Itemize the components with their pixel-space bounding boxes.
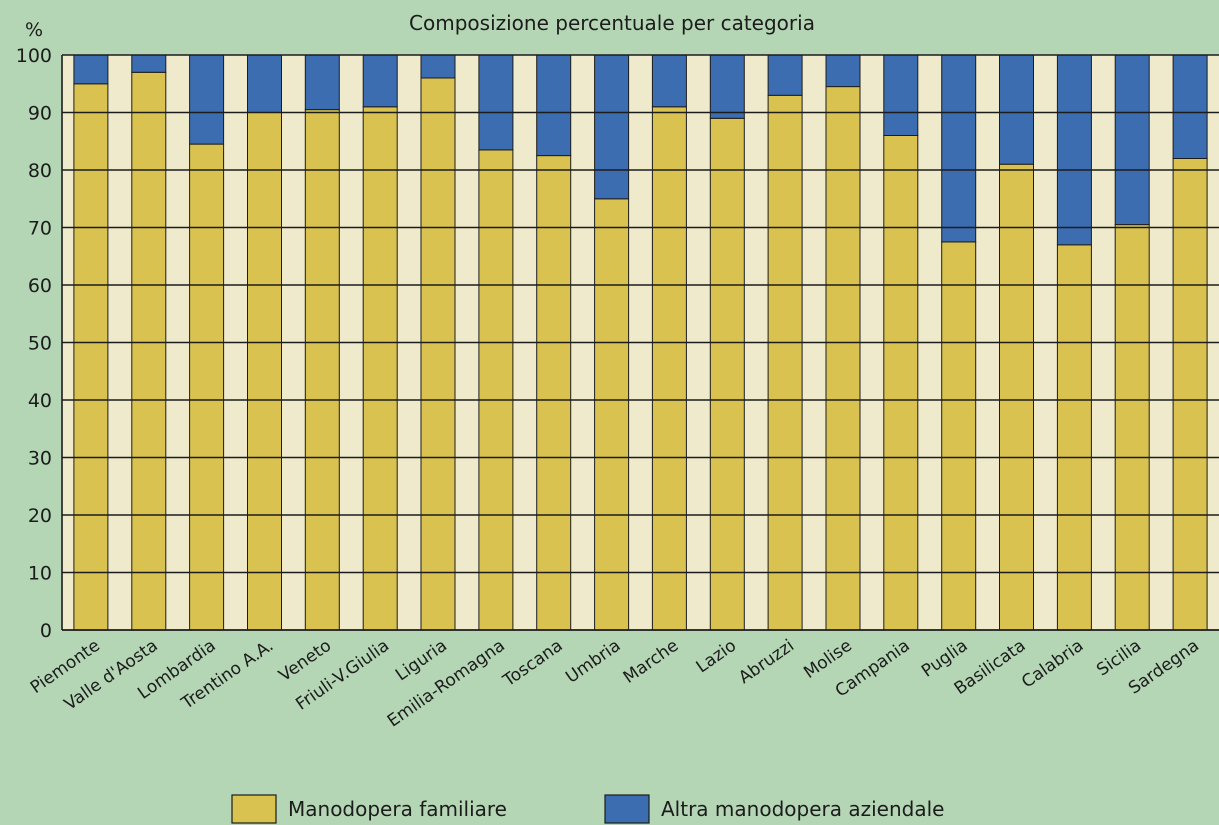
x-tick-label: Toscana <box>499 636 567 692</box>
bar-segment <box>247 112 282 631</box>
bar-segment <box>825 86 861 631</box>
bar-segment <box>999 54 1034 165</box>
bar-segment <box>941 241 977 631</box>
x-tick-label: Marche <box>620 636 682 688</box>
bar-segment <box>536 54 572 157</box>
bar-segment <box>189 54 225 145</box>
bar-segment <box>420 77 456 631</box>
bar-segment <box>594 54 630 200</box>
bar-segment <box>189 143 225 631</box>
bar-segment <box>651 106 687 631</box>
y-tick-label: 20 <box>28 505 52 527</box>
bar-segment <box>362 106 398 631</box>
legend: Manodopera familiare Altra manodopera azi… <box>231 794 944 824</box>
bar-segment <box>304 54 340 111</box>
bar-segment <box>1114 54 1150 226</box>
bar-segment <box>420 54 456 79</box>
bar-segment <box>247 54 282 113</box>
bar-segment <box>478 149 514 631</box>
x-tick-label: Lazio <box>693 636 740 678</box>
x-tick-label: Calabria <box>1018 636 1087 693</box>
y-tick-label: 60 <box>28 275 52 297</box>
bar-segment <box>73 54 109 85</box>
bar-segment <box>767 54 803 96</box>
legend-swatch <box>604 794 650 824</box>
y-tick-label: 40 <box>28 390 52 412</box>
y-tick-label: 100 <box>16 45 52 67</box>
bar-segment <box>883 135 919 631</box>
bar-segment <box>709 54 745 119</box>
bar-segment <box>767 94 803 631</box>
bar-segment <box>536 155 572 631</box>
bar-segment <box>999 163 1034 631</box>
y-tick-label: 90 <box>28 103 52 125</box>
bar-segment <box>594 198 630 631</box>
legend-swatch <box>231 794 277 824</box>
y-tick-label: 10 <box>28 563 52 585</box>
bar-segment <box>883 54 919 136</box>
bar-segment <box>131 71 167 631</box>
bar-segment <box>1172 158 1208 631</box>
bar-segment <box>131 54 167 73</box>
y-tick-label: 30 <box>28 448 52 470</box>
bar-segment <box>73 83 109 631</box>
legend-label: Manodopera familiare <box>288 797 507 821</box>
bar-segment <box>1056 244 1092 631</box>
y-axis-label: % <box>25 19 43 41</box>
bar-segment <box>651 54 687 108</box>
x-tick-label: Abruzzi <box>735 636 798 688</box>
bar-segment <box>478 54 514 151</box>
bar-segment <box>941 54 977 243</box>
chart-title: Composizione percentuale per categoria <box>409 11 815 35</box>
y-tick-label: 70 <box>28 218 52 240</box>
bar-segment <box>304 109 340 631</box>
bar-segment <box>1172 54 1208 159</box>
y-tick-label: 0 <box>40 620 52 642</box>
legend-label: Altra manodopera aziendale <box>661 797 944 821</box>
bar-segment <box>709 117 745 631</box>
bar-segment <box>362 54 398 108</box>
y-tick-label: 50 <box>28 333 52 355</box>
x-tick-label: Umbria <box>562 636 624 688</box>
bar-segment <box>825 54 861 88</box>
y-tick-label: 80 <box>28 160 52 182</box>
bar-segment <box>1056 54 1092 246</box>
